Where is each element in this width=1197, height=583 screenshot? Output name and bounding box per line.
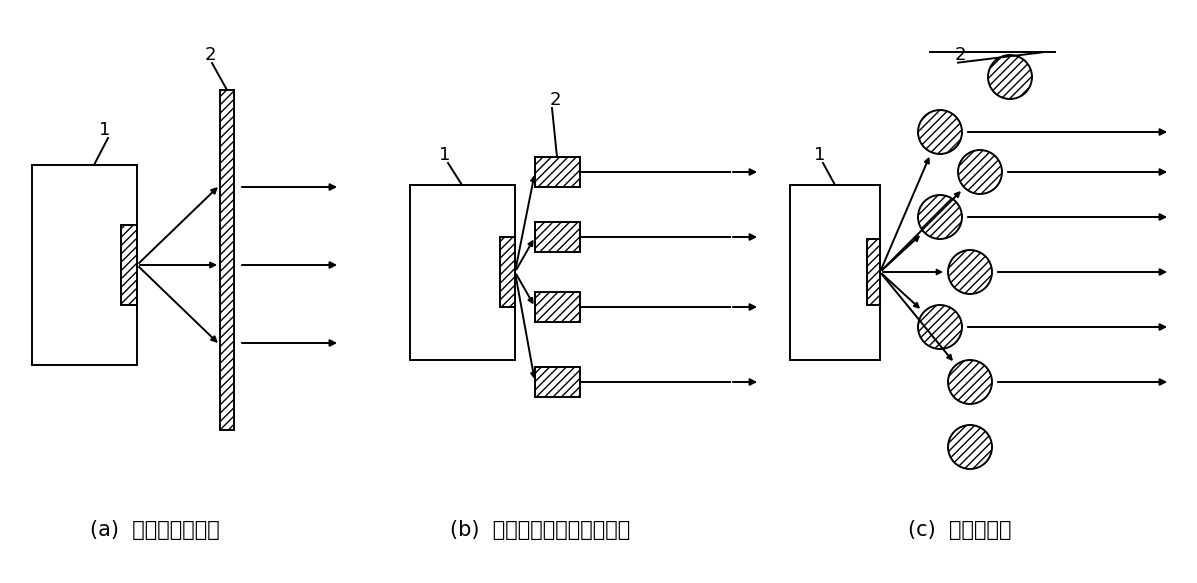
Circle shape: [918, 110, 962, 154]
Bar: [411, 185, 515, 360]
Circle shape: [948, 360, 992, 404]
Bar: [790, 185, 880, 360]
Text: 2: 2: [954, 46, 966, 64]
Circle shape: [918, 305, 962, 349]
Bar: [220, 90, 233, 430]
Circle shape: [948, 250, 992, 294]
Bar: [867, 239, 880, 305]
Text: 2: 2: [549, 91, 560, 109]
Text: 2: 2: [205, 46, 215, 64]
Circle shape: [958, 150, 1002, 194]
Text: (b)  ベネチアンブラインド型: (b) ベネチアンブラインド型: [450, 520, 630, 540]
Bar: [121, 225, 136, 305]
Text: (c)  メッシュ型: (c) メッシュ型: [909, 520, 1011, 540]
Circle shape: [918, 195, 962, 239]
Bar: [535, 367, 581, 397]
Bar: [32, 165, 136, 365]
Circle shape: [988, 55, 1032, 99]
Circle shape: [948, 425, 992, 469]
Text: 1: 1: [439, 146, 451, 164]
Bar: [535, 157, 581, 187]
Bar: [500, 237, 515, 307]
Text: (a)  フォイル透過型: (a) フォイル透過型: [90, 520, 220, 540]
Text: 1: 1: [814, 146, 826, 164]
Bar: [535, 292, 581, 322]
Text: 1: 1: [99, 121, 110, 139]
Bar: [535, 222, 581, 252]
